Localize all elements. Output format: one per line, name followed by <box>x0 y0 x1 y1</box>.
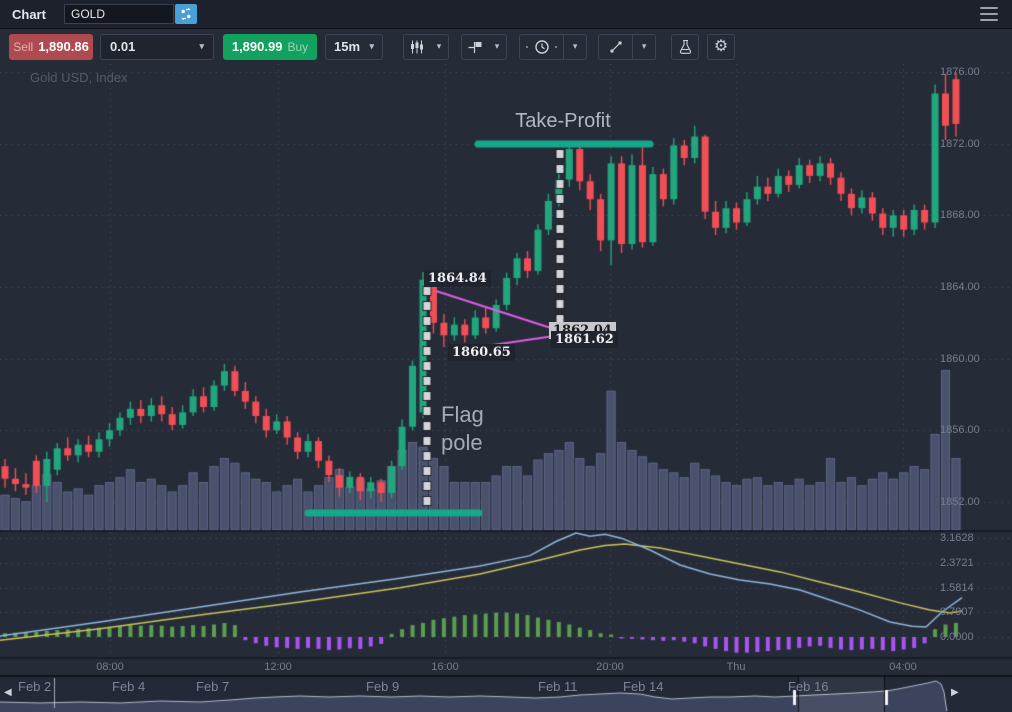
chevron-down-icon: ▾ <box>494 41 500 51</box>
timeframe-value: 15m <box>334 39 361 54</box>
symbol-input[interactable] <box>64 4 174 24</box>
buy-price: 1,890.99 <box>231 39 283 54</box>
flask-icon <box>679 39 691 54</box>
period-dropdown[interactable]: ▾ <box>519 33 587 60</box>
chart-type-dropdown[interactable]: ▾ <box>403 33 449 60</box>
hamburger-menu-icon[interactable] <box>980 7 998 21</box>
chevron-down-icon: ▾ <box>641 41 647 51</box>
title-bar: Chart <box>0 0 1012 29</box>
buy-label: Buy <box>287 39 309 54</box>
gear-icon: ⚙ <box>713 37 729 55</box>
chevron-down-icon: ▾ <box>436 41 442 51</box>
chevron-down-icon: ▾ <box>369 41 374 51</box>
compare-button[interactable] <box>175 4 197 24</box>
clock-icon <box>525 39 558 54</box>
settings-button[interactable]: ⚙ <box>707 33 735 60</box>
chevron-down-icon: ▾ <box>199 41 204 51</box>
quantity-value: 0.01 <box>110 39 136 54</box>
compare-icon <box>181 7 191 21</box>
toolbar: Sell 1,890.86 0.01 ▾ 1,890.99 Buy 15m ▾ <box>0 29 1012 65</box>
quantity-dropdown[interactable]: 0.01 ▾ <box>100 33 214 60</box>
candlestick-chart-icon <box>411 40 423 53</box>
drawing-tools-dropdown[interactable]: ▾ <box>598 33 656 60</box>
page-title: Chart <box>12 6 46 22</box>
navigator-scroll-right-button[interactable]: ▶ <box>951 687 959 698</box>
timeframe-dropdown[interactable]: 15m ▾ <box>325 33 383 60</box>
chart-canvas[interactable] <box>0 64 1012 712</box>
navigator-scroll-left-button[interactable]: ◀ <box>4 687 12 698</box>
backtest-button[interactable] <box>671 33 699 60</box>
chevron-down-icon: ▾ <box>572 41 578 51</box>
buy-button[interactable]: 1,890.99 Buy <box>223 33 317 60</box>
sell-price: 1,890.86 <box>38 39 89 54</box>
sell-button[interactable]: Sell 1,890.86 <box>9 33 93 60</box>
sell-label: Sell <box>13 39 34 54</box>
trend-line-icon <box>610 41 622 52</box>
workspace-layout-icon <box>468 41 482 53</box>
layout-dropdown[interactable]: ▾ <box>461 33 507 60</box>
